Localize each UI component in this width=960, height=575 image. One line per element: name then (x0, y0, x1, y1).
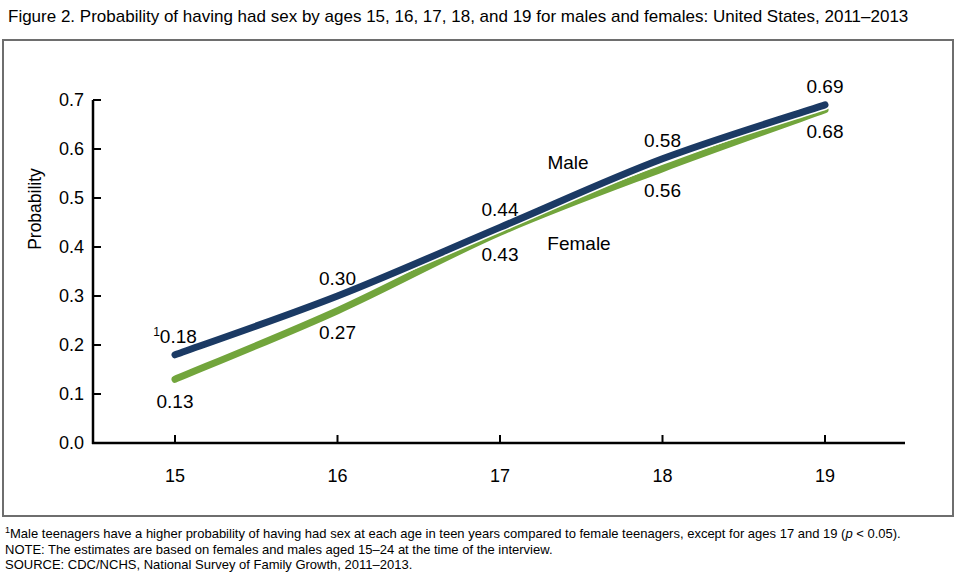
y-tick-label: 0.5 (59, 188, 84, 208)
footnote-1-text-end: < 0.05). (853, 526, 901, 541)
y-tick-label: 0.3 (59, 286, 84, 306)
y-axis-title: Probability (25, 168, 45, 250)
male-data-label: 0.58 (644, 130, 681, 151)
male-data-label: 10.18 (153, 325, 197, 347)
line-chart: 0.0 0.1 0.2 0.3 0.4 0.5 0.6 0.7 15 16 17 18 19 Probab… (0, 0, 960, 575)
y-tick-label: 0.1 (59, 384, 84, 404)
y-tick-label: 0.6 (59, 139, 84, 159)
series-label-male: Male (547, 152, 588, 173)
x-tick-label: 16 (327, 466, 347, 486)
male-data-label: 0.30 (319, 268, 356, 289)
x-tick-label: 15 (165, 466, 185, 486)
footnote-1-text: Male teenagers have a higher probability… (10, 526, 845, 541)
series-label-female: Female (547, 233, 610, 254)
x-tick-label: 17 (490, 466, 510, 486)
y-tick-label: 0.0 (59, 433, 84, 453)
male-data-label: 0.44 (482, 199, 519, 220)
footnote-note: NOTE: The estimates are based on females… (5, 542, 955, 558)
footnote-source: SOURCE: CDC/NCHS, National Survey of Fam… (5, 557, 955, 573)
y-tick-label: 0.4 (59, 237, 84, 257)
x-tick-label: 18 (652, 466, 672, 486)
female-data-label: 0.43 (482, 244, 519, 265)
female-data-label: 0.13 (157, 391, 194, 412)
footnotes: 1Male teenagers have a higher probabilit… (5, 523, 955, 573)
female-data-label: 0.56 (644, 180, 681, 201)
figure-page: Figure 2. Probability of having had sex … (0, 0, 960, 575)
female-data-label: 0.27 (319, 322, 356, 343)
y-tick-label: 0.2 (59, 335, 84, 355)
footnote-1-p-italic: p (845, 526, 852, 541)
y-tick-label: 0.7 (59, 90, 84, 110)
male-data-label: 0.69 (807, 76, 844, 97)
x-tick-label: 19 (815, 466, 835, 486)
female-data-label: 0.68 (807, 121, 844, 142)
footnote-1: 1Male teenagers have a higher probabilit… (5, 523, 955, 542)
